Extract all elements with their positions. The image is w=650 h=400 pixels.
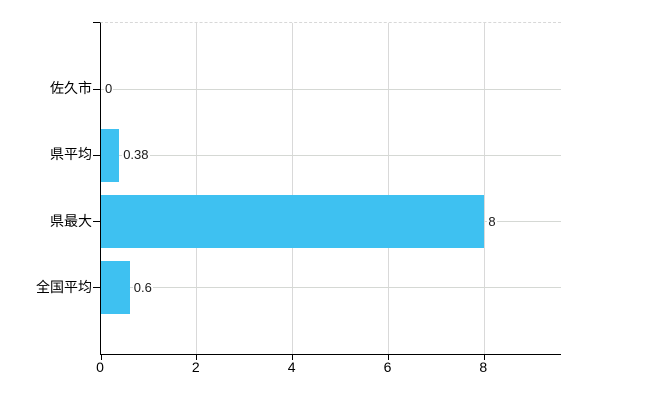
- x-axis-tick: [196, 355, 198, 360]
- horizontal-gridline: [101, 154, 561, 156]
- bar: [101, 261, 130, 315]
- vertical-gridline: [388, 23, 389, 354]
- category-label: 県最大: [50, 212, 92, 229]
- x-tick-label: 8: [479, 359, 488, 375]
- x-tick-label: 0: [96, 359, 104, 375]
- x-axis-tick: [100, 355, 102, 360]
- vertical-gridline: [292, 23, 294, 354]
- y-axis-tick: [93, 221, 100, 223]
- category-label: 県平均: [50, 146, 92, 163]
- x-tick-label: 4: [287, 359, 296, 375]
- value-label: 0.38: [122, 147, 150, 164]
- category-label: 全国平均: [36, 278, 92, 295]
- category-label: 佐久市: [50, 80, 92, 97]
- x-axis-tick: [483, 355, 485, 360]
- value-label: 0: [104, 81, 114, 98]
- plot-area: 0 0.38 8 0.6: [93, 22, 561, 360]
- vertical-gridline: [196, 23, 198, 354]
- y-axis-tick: [93, 88, 100, 90]
- y-axis-top-tick: [93, 22, 100, 23]
- value-label: 8: [487, 213, 497, 230]
- y-axis-tick: [93, 287, 100, 289]
- x-axis-tick: [388, 355, 389, 360]
- horizontal-gridline: [101, 287, 561, 289]
- x-tick-label: 6: [383, 359, 392, 375]
- bar: [101, 128, 120, 182]
- y-axis-tick: [93, 154, 100, 156]
- bar: [101, 195, 485, 249]
- horizontal-gridline: [101, 88, 561, 90]
- x-tick-label: 2: [191, 359, 200, 375]
- x-axis-tick: [292, 355, 294, 360]
- vertical-gridline: [483, 23, 485, 354]
- value-label: 0.6: [132, 279, 153, 296]
